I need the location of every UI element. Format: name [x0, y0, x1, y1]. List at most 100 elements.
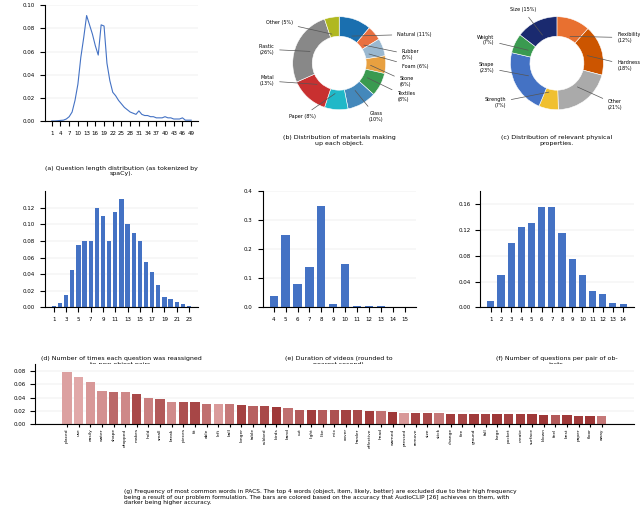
Bar: [574, 416, 583, 424]
Bar: [138, 241, 142, 307]
Bar: [248, 405, 258, 424]
Bar: [109, 392, 118, 424]
Text: Natural (11%): Natural (11%): [352, 32, 432, 37]
Bar: [365, 306, 373, 307]
Bar: [599, 295, 606, 307]
Bar: [376, 411, 385, 424]
Text: Textiles
(8%): Textiles (8%): [367, 78, 415, 102]
Bar: [63, 372, 72, 424]
Wedge shape: [324, 89, 348, 110]
Bar: [180, 304, 185, 307]
Bar: [52, 306, 56, 307]
Bar: [284, 407, 292, 424]
Bar: [365, 411, 374, 424]
Bar: [113, 212, 118, 307]
Bar: [423, 413, 432, 424]
Wedge shape: [324, 17, 339, 38]
Bar: [318, 410, 328, 424]
Text: (f) Number of questions per pair of ob-
jects.: (f) Number of questions per pair of ob- …: [496, 356, 618, 367]
Bar: [504, 414, 513, 424]
Text: Shape
(23%): Shape (23%): [479, 62, 529, 76]
Bar: [589, 291, 596, 307]
Wedge shape: [575, 28, 604, 75]
Bar: [225, 403, 234, 424]
Bar: [508, 243, 515, 307]
Bar: [86, 382, 95, 424]
Bar: [539, 415, 548, 424]
Bar: [187, 306, 191, 307]
Bar: [377, 306, 385, 307]
Bar: [271, 407, 281, 424]
Bar: [329, 304, 337, 307]
Bar: [341, 264, 349, 307]
Bar: [317, 206, 326, 307]
Bar: [125, 225, 130, 307]
Bar: [83, 241, 87, 307]
Text: Stone
(6%): Stone (6%): [371, 66, 414, 87]
Bar: [168, 299, 173, 307]
Bar: [307, 409, 316, 424]
Text: (g) Frequency of most common words in PACS. The top 4 words (object, item, likel: (g) Frequency of most common words in PA…: [124, 489, 516, 505]
Wedge shape: [511, 35, 536, 57]
Bar: [399, 413, 409, 424]
Wedge shape: [297, 74, 331, 107]
Text: Size (15%): Size (15%): [509, 7, 543, 35]
Bar: [353, 306, 361, 307]
Bar: [341, 410, 351, 424]
Bar: [214, 403, 223, 424]
Bar: [586, 416, 595, 424]
Bar: [156, 285, 161, 307]
Bar: [353, 410, 362, 424]
Bar: [260, 406, 269, 424]
Wedge shape: [365, 56, 386, 74]
Bar: [101, 216, 105, 307]
Text: Glass
(10%): Glass (10%): [355, 90, 384, 122]
Bar: [269, 296, 278, 307]
Text: (c) Distribution of relevant physical
properties.: (c) Distribution of relevant physical pr…: [501, 135, 612, 146]
Bar: [282, 235, 290, 307]
Text: Other
(21%): Other (21%): [577, 87, 623, 110]
Bar: [74, 377, 83, 424]
Bar: [538, 207, 545, 307]
Text: Foam (6%): Foam (6%): [369, 54, 428, 70]
Bar: [150, 272, 154, 307]
Bar: [144, 398, 153, 424]
Bar: [58, 303, 62, 307]
Bar: [70, 270, 74, 307]
Bar: [163, 297, 166, 307]
Bar: [76, 245, 81, 307]
Text: (b) Distribution of materials making
up each object.: (b) Distribution of materials making up …: [283, 135, 396, 146]
Text: Flexibility
(12%): Flexibility (12%): [570, 32, 640, 43]
Bar: [95, 208, 99, 307]
Bar: [237, 405, 246, 424]
Text: Plastic
(26%): Plastic (26%): [259, 44, 310, 55]
Wedge shape: [362, 39, 385, 59]
Bar: [64, 295, 68, 307]
Text: (e) Duration of videos (rounded to
nearest second).: (e) Duration of videos (rounded to neare…: [285, 356, 393, 367]
Bar: [518, 227, 525, 307]
Wedge shape: [557, 17, 588, 43]
Bar: [469, 414, 479, 424]
Bar: [562, 415, 572, 424]
Wedge shape: [344, 81, 374, 109]
Bar: [446, 414, 455, 424]
Bar: [411, 413, 420, 424]
Text: Metal
(13%): Metal (13%): [259, 76, 317, 86]
Text: (a) Question length distribution (as tokenized by
spaCy).: (a) Question length distribution (as tok…: [45, 166, 198, 176]
Bar: [132, 233, 136, 307]
Bar: [493, 414, 502, 424]
Bar: [202, 403, 211, 424]
Bar: [620, 304, 627, 307]
Text: Paper (8%): Paper (8%): [289, 93, 335, 119]
Text: Rubber
(5%): Rubber (5%): [364, 45, 420, 60]
Bar: [435, 413, 444, 424]
Bar: [516, 414, 525, 424]
Bar: [597, 416, 607, 424]
Wedge shape: [339, 17, 369, 43]
Bar: [487, 301, 494, 307]
Bar: [190, 402, 200, 424]
Bar: [295, 409, 304, 424]
Bar: [175, 302, 179, 307]
Bar: [119, 200, 124, 307]
Text: Weight
(7%): Weight (7%): [477, 35, 528, 50]
